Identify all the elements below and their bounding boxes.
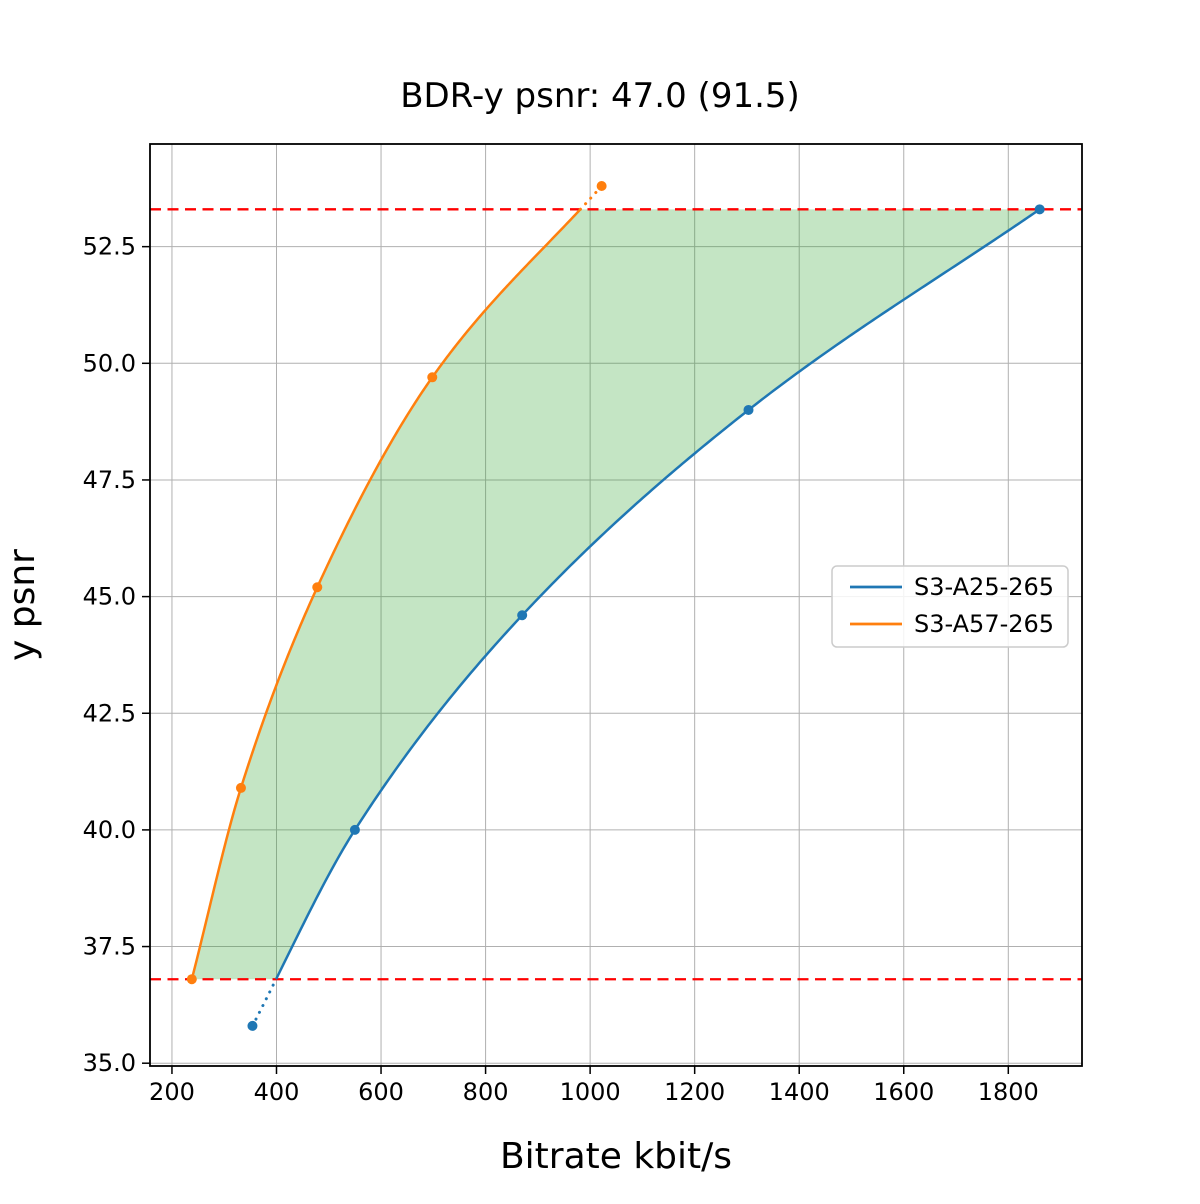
y-axis-label: y psnr xyxy=(2,549,43,661)
x-tick-label: 1800 xyxy=(978,1078,1039,1106)
data-point-s3-a25-265 xyxy=(349,824,360,835)
y-tick-label: 52.5 xyxy=(83,233,136,261)
x-tick-label: 1200 xyxy=(664,1078,725,1106)
legend-item: S3-A57-265 xyxy=(850,610,1054,638)
y-tick-label: 37.5 xyxy=(83,933,136,961)
series-s3-a57-265-dotted xyxy=(578,184,604,211)
fill-layer xyxy=(191,209,1040,980)
y-tick-label: 40.0 xyxy=(83,816,136,844)
x-tick-label: 400 xyxy=(254,1078,300,1106)
data-point-s3-a57-265 xyxy=(596,180,607,191)
data-point-s3-a57-265 xyxy=(427,372,438,383)
x-tick-label: 600 xyxy=(358,1078,404,1106)
x-tick-label: 200 xyxy=(149,1078,195,1106)
legend-label-s3-a25-265: S3-A25-265 xyxy=(914,573,1054,601)
x-tick-label: 800 xyxy=(463,1078,509,1106)
data-point-s3-a57-265 xyxy=(186,974,197,985)
chart-title: BDR-y psnr: 47.0 (91.5) xyxy=(400,76,800,116)
y-tick-label: 50.0 xyxy=(83,349,136,377)
data-point-s3-a57-265 xyxy=(312,582,323,593)
curve-layer xyxy=(190,184,1041,1028)
y-tick-label: 35.0 xyxy=(83,1049,136,1077)
legend: S3-A25-265 S3-A57-265 xyxy=(831,565,1069,648)
data-point-s3-a57-265 xyxy=(235,782,246,793)
data-point-s3-a25-265 xyxy=(247,1020,258,1031)
refline-layer xyxy=(150,208,1082,981)
y-tick-label: 42.5 xyxy=(83,699,136,727)
x-tick-label: 1600 xyxy=(873,1078,934,1106)
y-tick-label: 45.0 xyxy=(83,583,136,611)
marker-layer xyxy=(186,180,1045,1031)
x-axis-label: Bitrate kbit/s xyxy=(500,1136,732,1177)
legend-item: S3-A25-265 xyxy=(850,573,1054,601)
y-tick-label: 47.5 xyxy=(83,466,136,494)
tick-layer xyxy=(142,245,1010,1074)
plot-frame xyxy=(149,143,1083,1067)
data-point-s3-a25-265 xyxy=(1034,204,1045,215)
bd-shaded-region xyxy=(191,209,1040,980)
series-s3-a25-265-dotted xyxy=(250,977,278,1028)
x-tick-label: 1400 xyxy=(769,1078,830,1106)
data-point-s3-a25-265 xyxy=(743,404,754,415)
legend-label-s3-a57-265: S3-A57-265 xyxy=(914,610,1054,638)
series-s3-a57-265-curve xyxy=(190,208,582,980)
x-tick-label: 1000 xyxy=(560,1078,621,1106)
series-s3-a25-265-curve xyxy=(274,208,1041,980)
tick-label-layer: 200 400 600 800 1000 1200 1400 1600 1800 35.0 37.5… xyxy=(83,233,1039,1106)
data-point-s3-a25-265 xyxy=(517,610,528,621)
